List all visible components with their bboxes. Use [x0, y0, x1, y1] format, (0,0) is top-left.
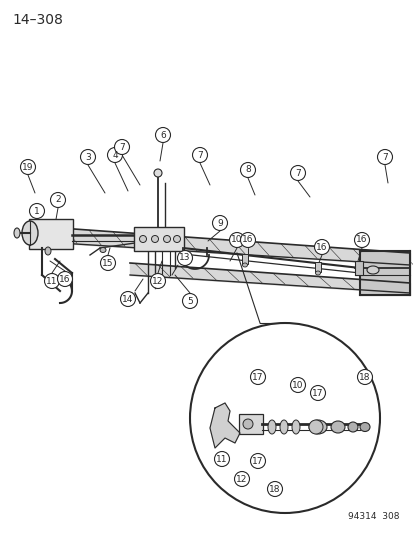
- Circle shape: [114, 140, 129, 155]
- Bar: [354, 261, 362, 275]
- Circle shape: [308, 420, 322, 434]
- Text: 8: 8: [244, 166, 250, 174]
- Circle shape: [57, 271, 72, 287]
- Text: 2: 2: [55, 196, 61, 205]
- Text: 7: 7: [381, 152, 387, 161]
- Text: 3: 3: [85, 152, 91, 161]
- Circle shape: [80, 149, 95, 165]
- Polygon shape: [209, 403, 240, 448]
- Circle shape: [290, 166, 305, 181]
- Ellipse shape: [330, 421, 344, 433]
- Text: 1: 1: [34, 206, 40, 215]
- Circle shape: [107, 148, 122, 163]
- Bar: [242, 254, 247, 264]
- Text: 7: 7: [197, 150, 202, 159]
- Circle shape: [151, 236, 158, 243]
- Text: 9: 9: [216, 219, 222, 228]
- Text: 13: 13: [179, 254, 190, 262]
- Ellipse shape: [279, 420, 287, 434]
- FancyBboxPatch shape: [29, 219, 73, 249]
- Text: 17: 17: [311, 389, 323, 398]
- Circle shape: [357, 369, 372, 384]
- Circle shape: [240, 163, 255, 177]
- Circle shape: [377, 149, 392, 165]
- Circle shape: [29, 204, 44, 219]
- Circle shape: [150, 273, 165, 288]
- Circle shape: [21, 159, 36, 174]
- Text: 19: 19: [22, 163, 34, 172]
- Circle shape: [139, 236, 146, 243]
- Text: 7: 7: [294, 168, 300, 177]
- Circle shape: [240, 232, 255, 247]
- Circle shape: [250, 369, 265, 384]
- Bar: [314, 262, 320, 272]
- Ellipse shape: [267, 420, 275, 434]
- Ellipse shape: [315, 271, 320, 275]
- Text: 10: 10: [292, 381, 303, 390]
- Ellipse shape: [347, 422, 357, 432]
- Text: 14: 14: [122, 295, 133, 303]
- Text: 15: 15: [102, 259, 114, 268]
- Ellipse shape: [366, 266, 378, 274]
- Circle shape: [212, 215, 227, 230]
- Circle shape: [50, 192, 65, 207]
- Text: 16: 16: [59, 274, 71, 284]
- Text: 4: 4: [112, 150, 118, 159]
- Circle shape: [229, 232, 244, 247]
- Text: 94314  308: 94314 308: [348, 512, 399, 521]
- Ellipse shape: [154, 169, 161, 177]
- Circle shape: [173, 236, 180, 243]
- Circle shape: [314, 239, 329, 254]
- Ellipse shape: [291, 420, 299, 434]
- Text: 12: 12: [236, 474, 247, 483]
- Text: 7: 7: [119, 142, 125, 151]
- Ellipse shape: [14, 228, 20, 238]
- Circle shape: [250, 454, 265, 469]
- Circle shape: [354, 232, 369, 247]
- Circle shape: [267, 481, 282, 497]
- Circle shape: [192, 148, 207, 163]
- Circle shape: [242, 419, 252, 429]
- Circle shape: [120, 292, 135, 306]
- Text: 16: 16: [356, 236, 367, 245]
- Ellipse shape: [100, 247, 106, 253]
- FancyBboxPatch shape: [238, 414, 262, 434]
- Text: 5: 5: [187, 296, 192, 305]
- Ellipse shape: [242, 263, 247, 267]
- Text: 14–308: 14–308: [12, 13, 63, 27]
- Text: 10: 10: [231, 236, 242, 245]
- Ellipse shape: [359, 423, 369, 432]
- Text: 11: 11: [46, 277, 57, 286]
- Circle shape: [290, 377, 305, 392]
- Polygon shape: [359, 251, 409, 295]
- Ellipse shape: [308, 420, 326, 434]
- Text: 11: 11: [216, 455, 227, 464]
- Text: 16: 16: [242, 236, 253, 245]
- FancyBboxPatch shape: [134, 227, 183, 251]
- Circle shape: [182, 294, 197, 309]
- Text: 17: 17: [252, 456, 263, 465]
- Text: 17: 17: [252, 373, 263, 382]
- Ellipse shape: [45, 247, 51, 255]
- Circle shape: [214, 451, 229, 466]
- Circle shape: [44, 273, 59, 288]
- Circle shape: [177, 251, 192, 265]
- Circle shape: [190, 323, 379, 513]
- Circle shape: [234, 472, 249, 487]
- Text: 6: 6: [160, 131, 166, 140]
- Text: 12: 12: [152, 277, 163, 286]
- Text: 18: 18: [268, 484, 280, 494]
- Circle shape: [163, 236, 170, 243]
- Circle shape: [310, 385, 325, 400]
- Text: 16: 16: [316, 243, 327, 252]
- Circle shape: [155, 127, 170, 142]
- Text: 18: 18: [358, 373, 370, 382]
- Circle shape: [100, 255, 115, 271]
- Ellipse shape: [22, 221, 38, 245]
